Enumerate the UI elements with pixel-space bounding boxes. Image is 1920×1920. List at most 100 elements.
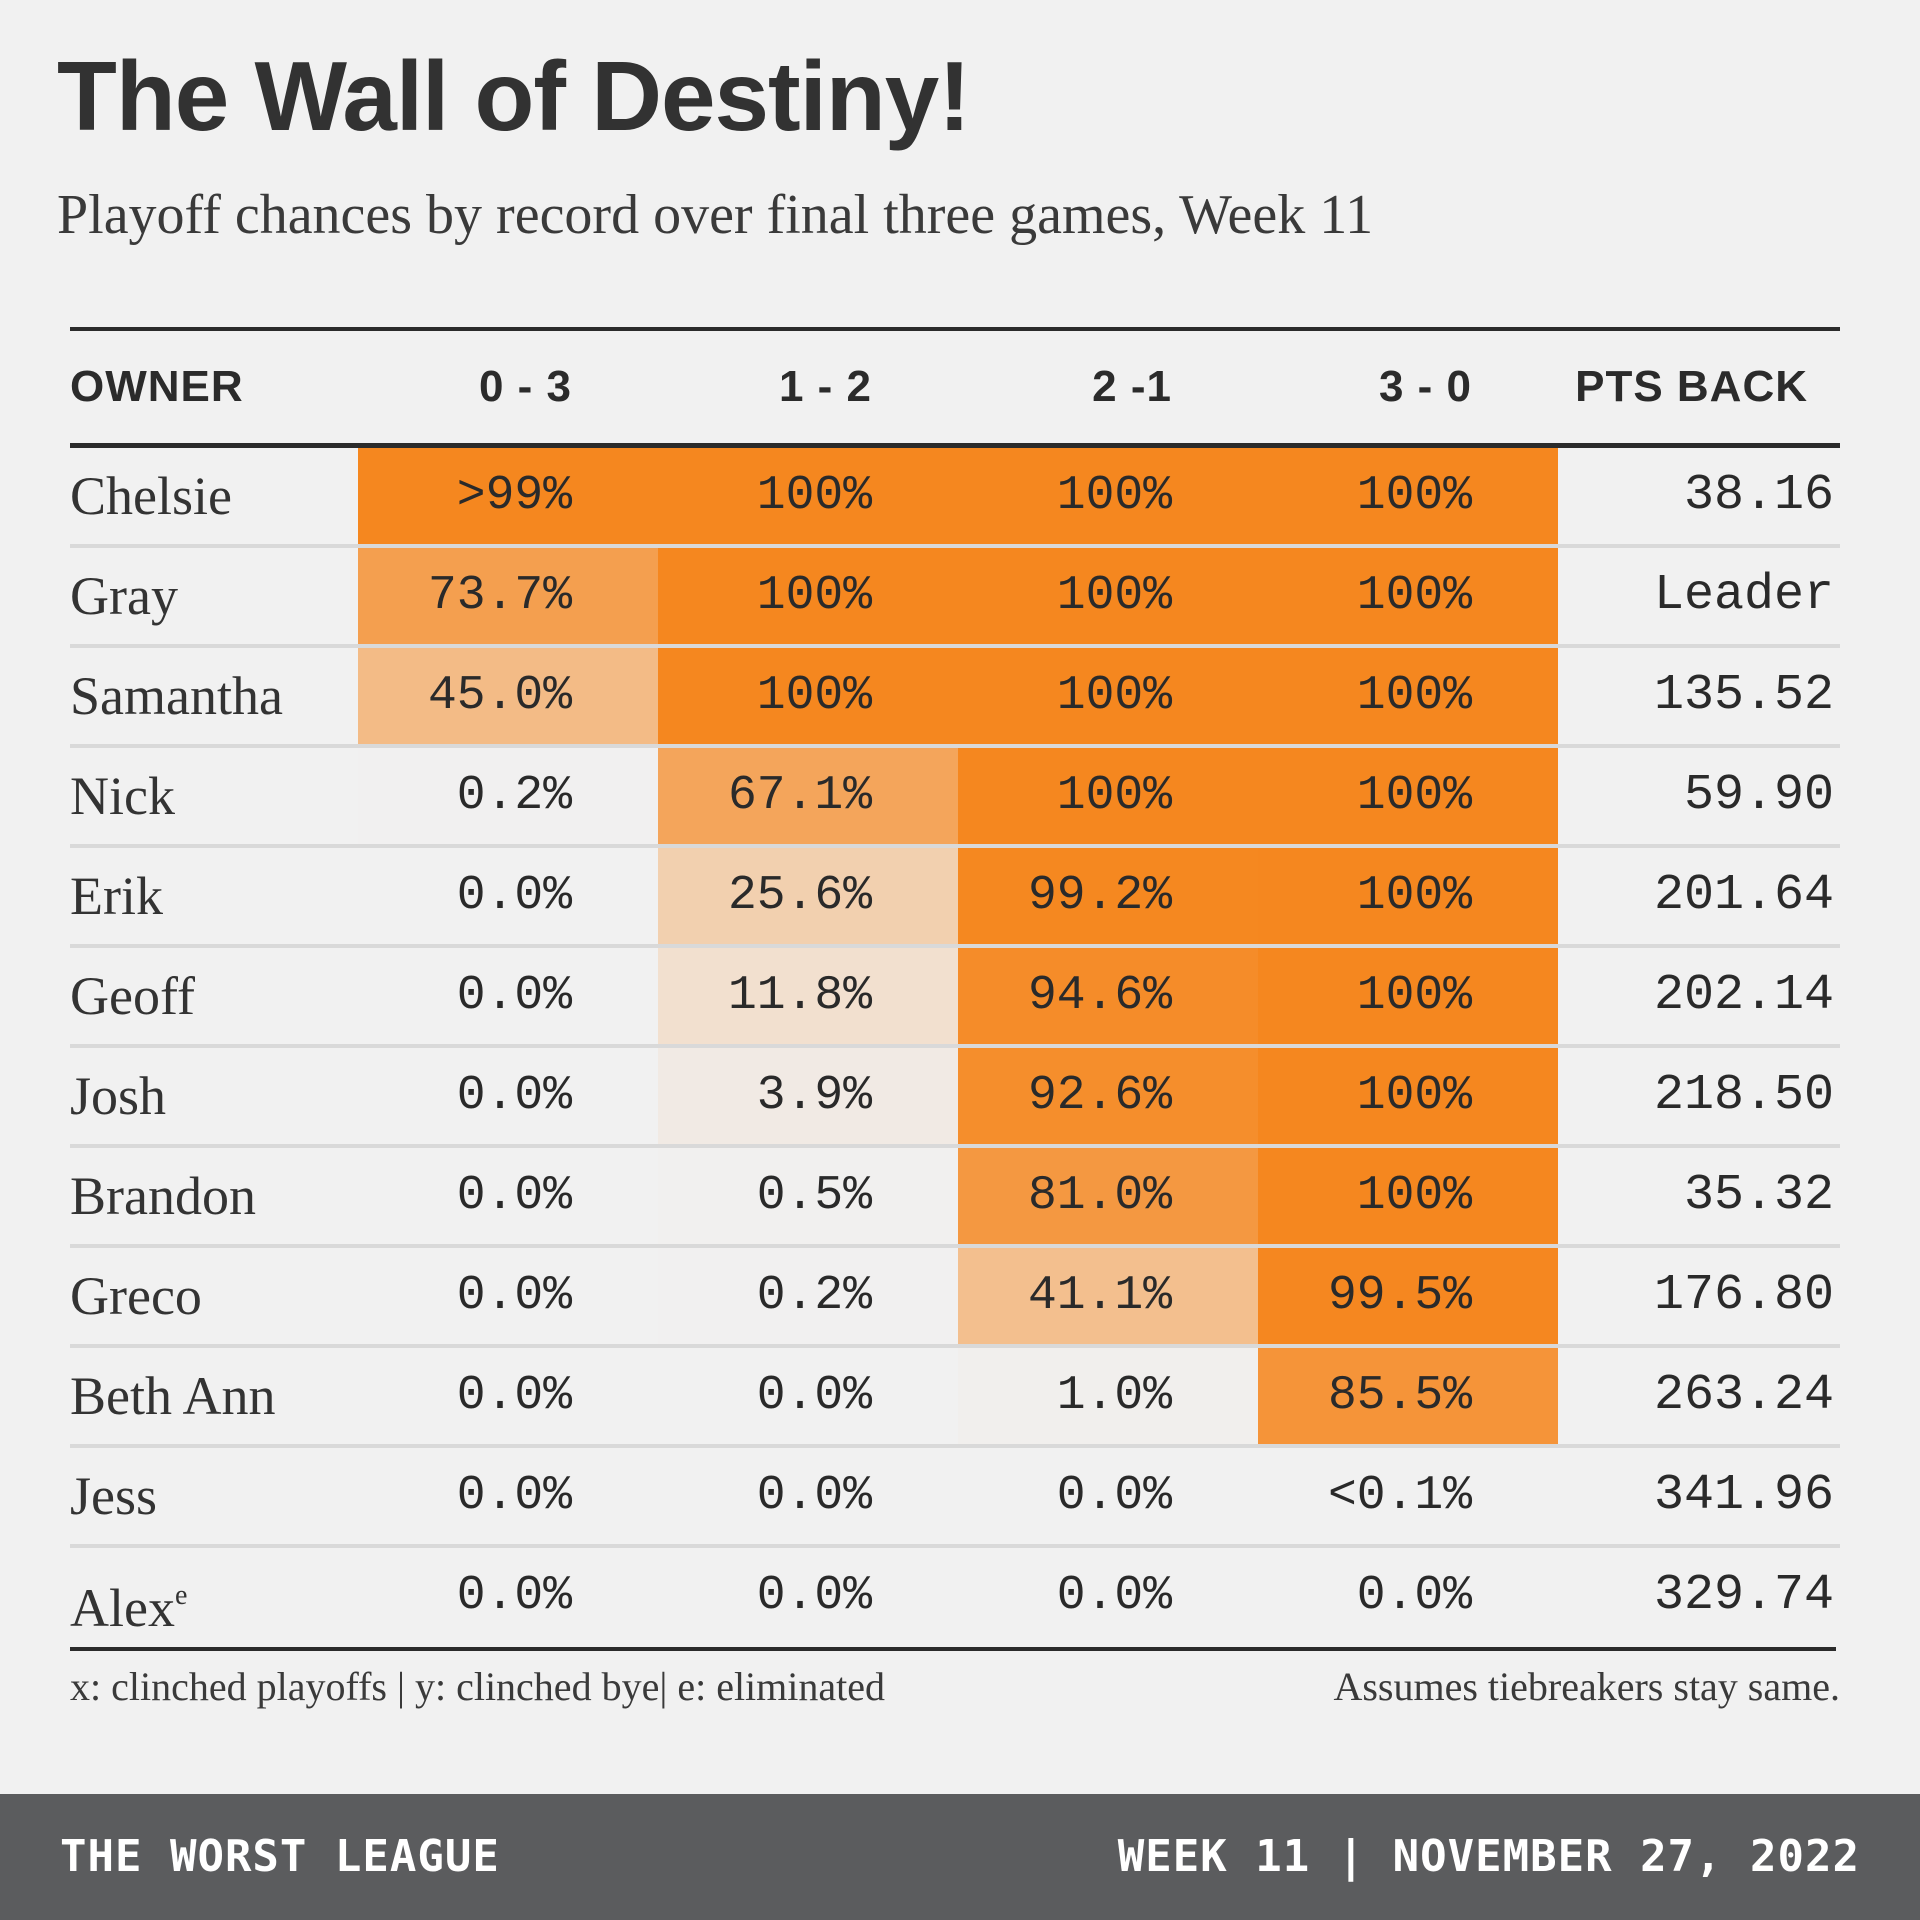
owner-name: Brandon: [70, 1148, 358, 1244]
column-header-0-3: 0 - 3: [478, 362, 572, 411]
probability-cell: <0.1%: [1258, 1448, 1558, 1544]
owner-name: Chelsie: [70, 448, 358, 544]
table-row: Gray 73.7% 100% 100% 100% Leader: [70, 548, 1840, 648]
owner-name: Beth Ann: [70, 1348, 358, 1444]
row-divider: [70, 1044, 1840, 1048]
probability-cell: 0.0%: [658, 1548, 958, 1644]
owner-label: Josh: [70, 1066, 167, 1126]
probability-cell: >99%: [358, 448, 658, 544]
probability-cell: 0.0%: [658, 1448, 958, 1544]
probability-cell: 100%: [1258, 948, 1558, 1044]
column-header-1-2: 1 - 2: [778, 362, 872, 411]
owner-name: Alexe: [70, 1548, 358, 1644]
owner-name: Erik: [70, 848, 358, 944]
probability-cell: 94.6%: [958, 948, 1258, 1044]
owner-name: Nick: [70, 748, 358, 844]
row-divider: [70, 544, 1840, 548]
points-back: 329.74: [1653, 1567, 1834, 1624]
probability-cell: 0.0%: [358, 1448, 658, 1544]
row-divider: [70, 844, 1840, 848]
probability-cell: 0.0%: [358, 1348, 658, 1444]
table-row: Nick 0.2% 67.1% 100% 100% 59.90: [70, 748, 1840, 848]
column-header-pts-back: PTS BACK: [1575, 362, 1808, 411]
table-bottom-rule: [70, 1647, 1836, 1651]
table-row: Brandon 0.0% 0.5% 81.0% 100% 35.32: [70, 1148, 1840, 1248]
tiebreaker-note: Assumes tiebreakers stay same.: [1333, 1664, 1840, 1709]
table-top-rule: [70, 327, 1840, 331]
owner-name: Gray: [70, 548, 358, 644]
probability-cell: 0.0%: [358, 848, 658, 944]
points-back: 263.24: [1653, 1367, 1834, 1424]
table-row: Erik 0.0% 25.6% 99.2% 100% 201.64: [70, 848, 1840, 948]
table-row: Chelsie >99% 100% 100% 100% 38.16: [70, 448, 1840, 548]
owner-name: Josh: [70, 1048, 358, 1144]
points-back: 201.64: [1653, 867, 1834, 924]
league-name: THE WORST LEAGUE: [60, 1831, 500, 1882]
chart-subtitle: Playoff chances by record over final thr…: [57, 184, 1374, 246]
probability-cell: 100%: [658, 548, 958, 644]
owner-label: Gray: [70, 566, 178, 626]
probability-cell: 45.0%: [358, 648, 658, 744]
probability-cell: 100%: [958, 448, 1258, 544]
points-back: 176.80: [1653, 1267, 1834, 1324]
table-row: Jess 0.0% 0.0% 0.0% <0.1% 341.96: [70, 1448, 1840, 1548]
probability-cell: 100%: [958, 648, 1258, 744]
points-back: Leader: [1653, 567, 1834, 624]
owner-label: Samantha: [70, 666, 283, 726]
probability-cell: 0.0%: [358, 1148, 658, 1244]
column-header-owner: OWNER: [70, 362, 244, 411]
probability-cell: 100%: [1258, 748, 1558, 844]
probability-cell: 100%: [1258, 1148, 1558, 1244]
week-date: WEEK 11 | NOVEMBER 27, 2022: [1117, 1831, 1860, 1882]
row-divider: [70, 1544, 1840, 1548]
probability-cell: 0.0%: [658, 1348, 958, 1444]
probability-cell: 100%: [658, 648, 958, 744]
probability-cell: 11.8%: [658, 948, 958, 1044]
row-divider: [70, 744, 1840, 748]
probability-cell: 41.1%: [958, 1248, 1258, 1344]
probability-cell: 0.0%: [1258, 1548, 1558, 1644]
probability-cell: 81.0%: [958, 1148, 1258, 1244]
column-header-2-1: 2 -1: [1092, 362, 1172, 411]
owner-name: Greco: [70, 1248, 358, 1344]
probability-cell: 1.0%: [958, 1348, 1258, 1444]
probability-cell: 100%: [1258, 448, 1558, 544]
probability-cell: 73.7%: [358, 548, 658, 644]
probability-cell: 100%: [658, 448, 958, 544]
probability-cell: 100%: [958, 548, 1258, 644]
row-divider: [70, 1244, 1840, 1248]
status-marker: e: [174, 1580, 188, 1611]
probability-cell: 0.2%: [358, 748, 658, 844]
row-divider: [70, 1444, 1840, 1448]
probability-cell: 0.0%: [958, 1448, 1258, 1544]
row-divider: [70, 944, 1840, 948]
owner-label: Beth Ann: [70, 1366, 276, 1426]
owner-label: Nick: [70, 766, 175, 826]
probability-cell: 0.0%: [958, 1548, 1258, 1644]
probability-cell: 0.5%: [658, 1148, 958, 1244]
owner-name: Geoff: [70, 948, 358, 1044]
table-header-row: OWNER 0 - 3 1 - 2 2 -1 3 - 0 PTS BACK: [70, 331, 1840, 443]
footer-bar: THE WORST LEAGUE WEEK 11 | NOVEMBER 27, …: [0, 1794, 1920, 1920]
owner-label: Geoff: [70, 966, 195, 1026]
table-header-rule: [70, 443, 1840, 448]
probability-cell: 0.0%: [358, 948, 658, 1044]
probability-cell: 25.6%: [658, 848, 958, 944]
probability-cell: 0.0%: [358, 1548, 658, 1644]
owner-label: Jess: [70, 1466, 158, 1526]
points-back: 202.14: [1653, 967, 1834, 1024]
owner-name: Jess: [70, 1448, 358, 1544]
points-back: 135.52: [1653, 667, 1834, 724]
row-divider: [70, 1144, 1840, 1148]
probability-cell: 100%: [1258, 848, 1558, 944]
probability-cell: 99.2%: [958, 848, 1258, 944]
points-back: 35.32: [1683, 1167, 1834, 1224]
owner-label: Brandon: [70, 1166, 256, 1226]
points-back: 218.50: [1653, 1067, 1834, 1124]
table-row: Greco 0.0% 0.2% 41.1% 99.5% 176.80: [70, 1248, 1840, 1348]
owner-label: Chelsie: [70, 466, 232, 526]
table-row: Geoff 0.0% 11.8% 94.6% 100% 202.14: [70, 948, 1840, 1048]
row-divider: [70, 644, 1840, 648]
probability-cell: 100%: [958, 748, 1258, 844]
probability-cell: 0.2%: [658, 1248, 958, 1344]
